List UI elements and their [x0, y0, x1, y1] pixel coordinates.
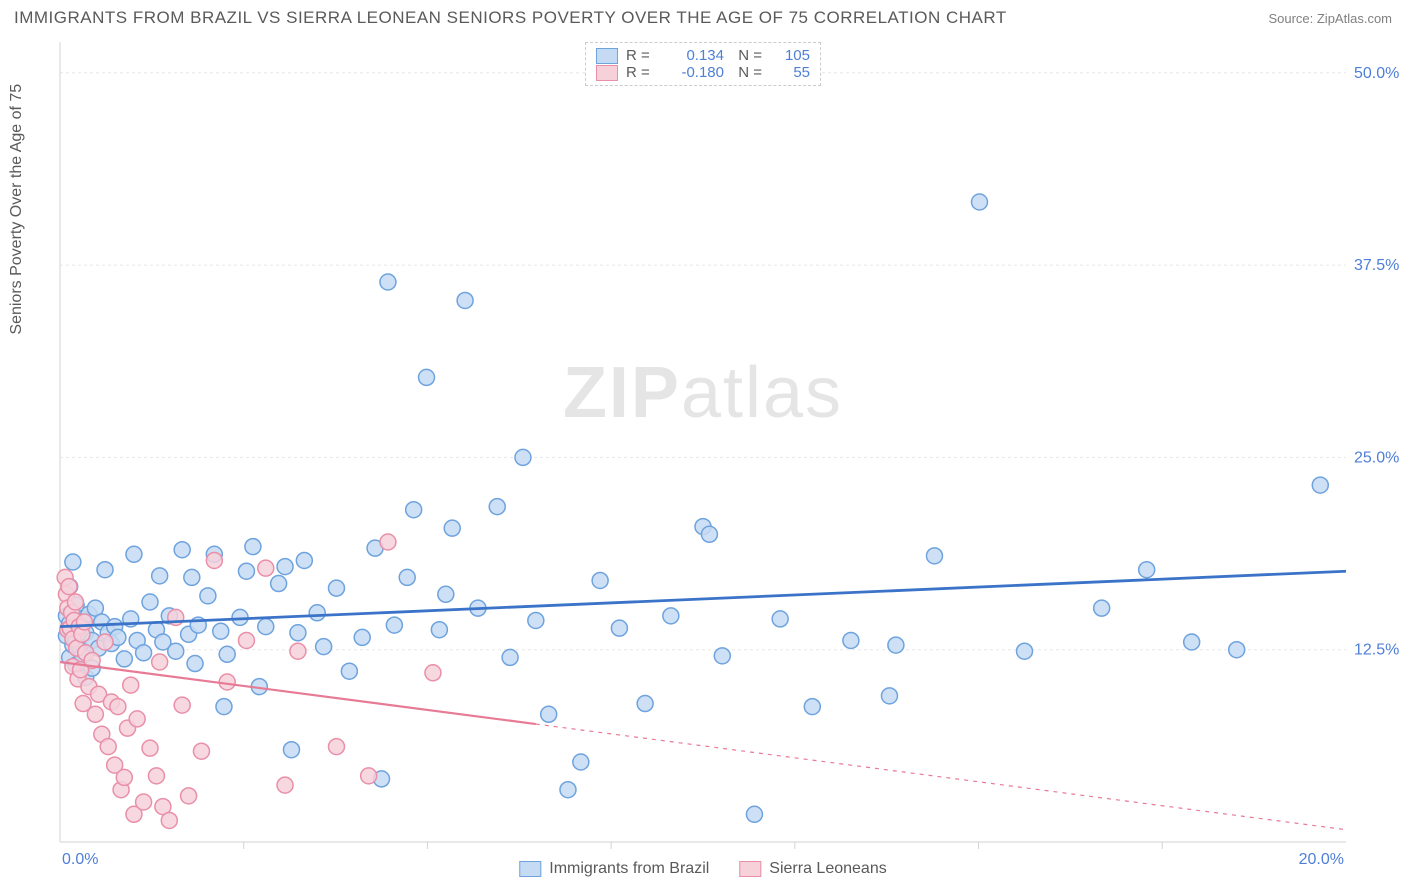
source-label: Source: ZipAtlas.com: [1268, 11, 1392, 26]
corr-row-1: R = 0.134 N = 105: [596, 47, 810, 64]
legend-label-2: Sierra Leoneans: [769, 860, 886, 878]
svg-text:37.5%: 37.5%: [1354, 257, 1399, 274]
n-label: N =: [732, 64, 762, 81]
header: IMMIGRANTS FROM BRAZIL VS SIERRA LEONEAN…: [0, 0, 1406, 32]
legend-label-1: Immigrants from Brazil: [549, 860, 709, 878]
swatch-series-2: [739, 861, 761, 877]
legend-item-2: Sierra Leoneans: [739, 860, 886, 878]
y-axis-label: Seniors Poverty Over the Age of 75: [8, 84, 26, 335]
legend-item-1: Immigrants from Brazil: [519, 860, 709, 878]
svg-text:0.0%: 0.0%: [62, 851, 98, 868]
chart-area: Seniors Poverty Over the Age of 75 12.5%…: [14, 42, 1392, 878]
corr-row-2: R = -0.180 N = 55: [596, 64, 810, 81]
n-label: N =: [732, 47, 762, 64]
swatch-series-1: [596, 48, 618, 64]
svg-text:25.0%: 25.0%: [1354, 449, 1399, 466]
scatter-plot: 12.5% 25.0% 37.5% 50.0% 0.0% 20.0%: [14, 42, 1406, 878]
n-value-1: 105: [770, 47, 810, 64]
r-label: R =: [626, 47, 656, 64]
svg-text:20.0%: 20.0%: [1299, 851, 1344, 868]
chart-title: IMMIGRANTS FROM BRAZIL VS SIERRA LEONEAN…: [14, 8, 1007, 28]
r-label: R =: [626, 64, 656, 81]
n-value-2: 55: [770, 64, 810, 81]
swatch-series-2: [596, 65, 618, 81]
svg-text:50.0%: 50.0%: [1354, 65, 1399, 82]
series-legend: Immigrants from Brazil Sierra Leoneans: [519, 860, 886, 878]
r-value-2: -0.180: [664, 64, 724, 81]
swatch-series-1: [519, 861, 541, 877]
correlation-legend: R = 0.134 N = 105 R = -0.180 N = 55: [585, 42, 821, 86]
svg-text:12.5%: 12.5%: [1354, 642, 1399, 659]
r-value-1: 0.134: [664, 47, 724, 64]
